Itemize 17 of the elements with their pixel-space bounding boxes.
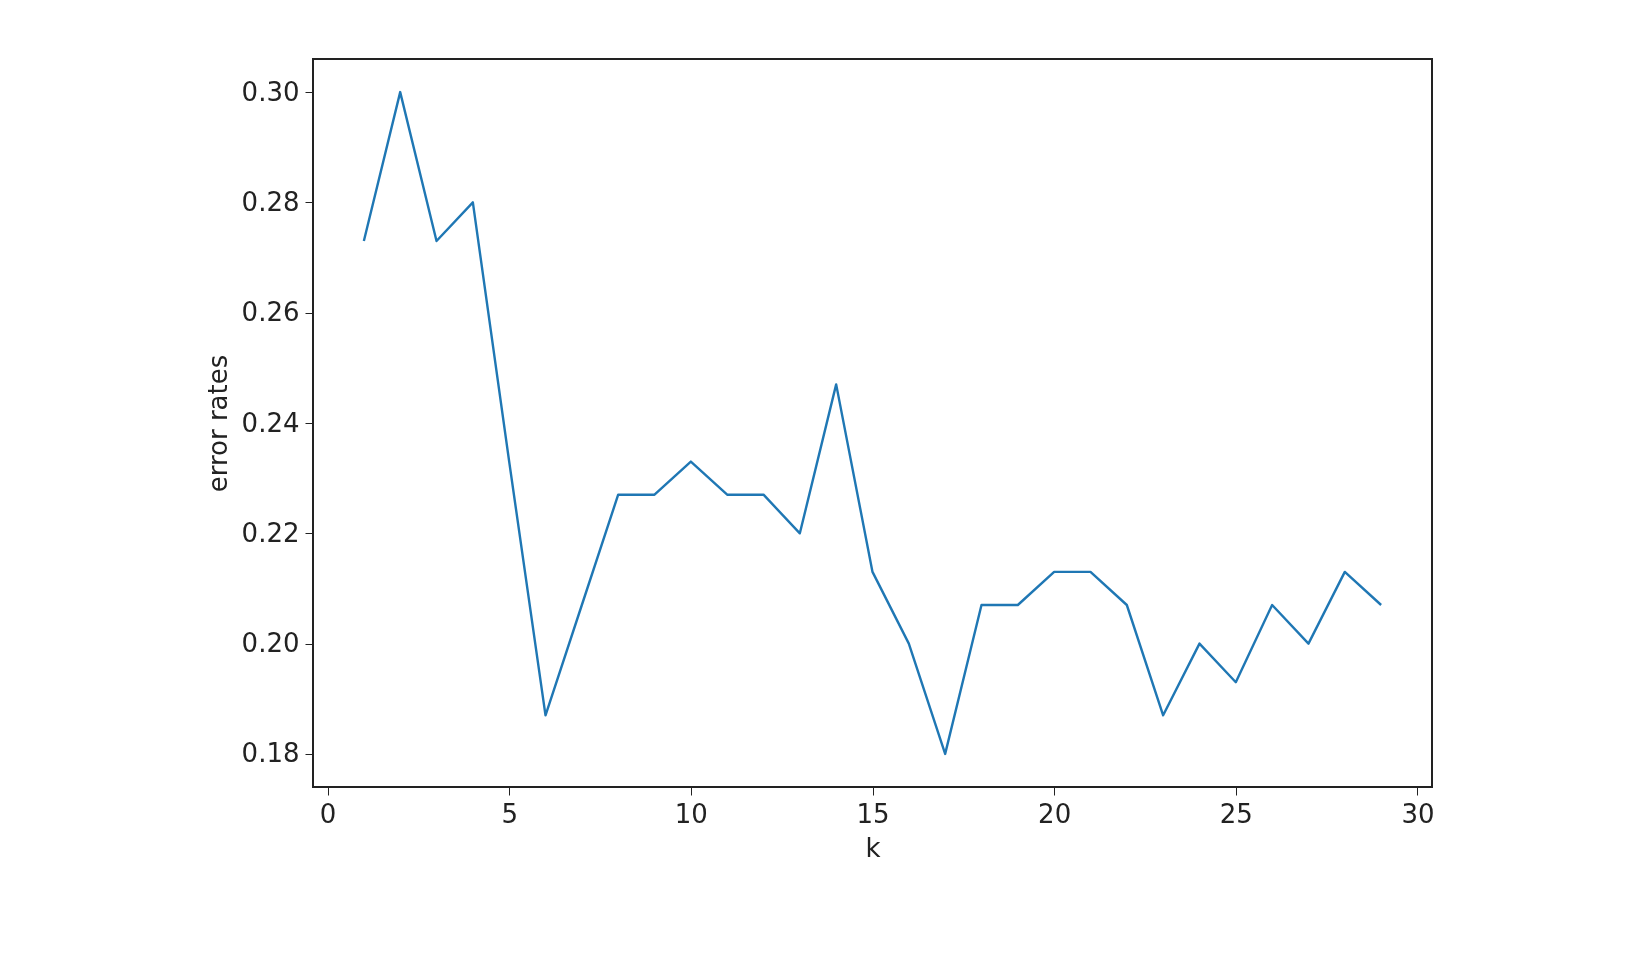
y-tick-label: 0.22 (241, 517, 300, 548)
y-tick-label: 0.26 (241, 297, 300, 328)
x-tick-label: 0 (319, 798, 337, 829)
y-tick-label: 0.24 (241, 407, 300, 438)
y-tick-label: 0.18 (241, 738, 300, 769)
y-tick-label: 0.20 (241, 628, 300, 659)
x-tick-label: 25 (1219, 798, 1253, 829)
y-tick-label: 0.28 (241, 186, 300, 217)
y-axis-title: error rates (202, 354, 233, 493)
x-tick-label: 5 (501, 798, 518, 829)
y-tick-label: 0.30 (241, 76, 300, 107)
line-series (362, 90, 1383, 756)
x-tick-label: 15 (856, 798, 890, 829)
x-axis-title: k (865, 832, 881, 863)
x-tick-label: 10 (674, 798, 708, 829)
x-tick-label: 20 (1038, 798, 1072, 829)
x-tick-label: 30 (1401, 798, 1435, 829)
